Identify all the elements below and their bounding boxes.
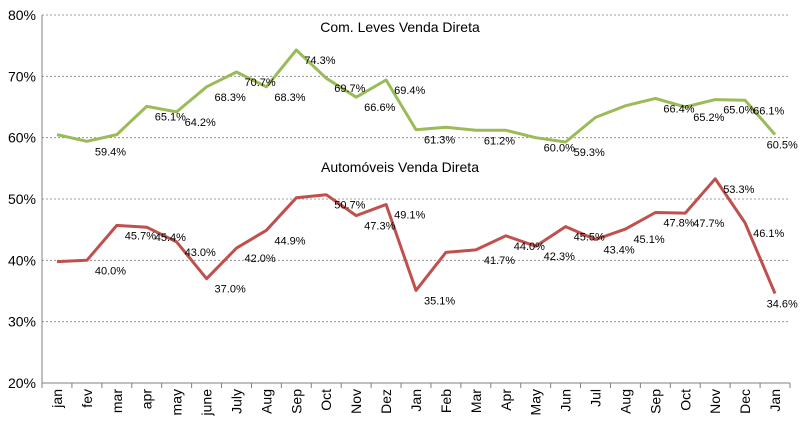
data-label: 44.0% bbox=[514, 241, 545, 253]
data-label: 43.0% bbox=[185, 247, 216, 259]
series-title-com-leves: Com. Leves Venda Direta bbox=[320, 19, 480, 35]
data-label: 65.0% bbox=[723, 105, 754, 117]
gridlines bbox=[42, 14, 790, 323]
data-label: 43.4% bbox=[604, 244, 635, 256]
y-tick-label: 70% bbox=[8, 68, 36, 84]
data-label: 47.7% bbox=[693, 218, 724, 230]
data-label: 70.7% bbox=[244, 77, 275, 89]
data-label: 42.3% bbox=[544, 251, 575, 263]
axes bbox=[41, 15, 791, 388]
series-line-1 bbox=[56, 177, 777, 295]
x-tick-label: may bbox=[169, 389, 185, 415]
y-tick-label: 60% bbox=[8, 130, 36, 146]
x-tick-label: mar bbox=[109, 389, 125, 413]
data-label: 45.5% bbox=[574, 232, 605, 244]
x-tick-label: Nov bbox=[348, 389, 364, 414]
data-label: 68.3% bbox=[215, 92, 246, 104]
data-label: 69.4% bbox=[394, 85, 425, 97]
data-label: 42.0% bbox=[244, 253, 275, 265]
data-label: 60.5% bbox=[767, 140, 798, 152]
x-tick-label: Dec bbox=[737, 389, 753, 414]
data-label: 60.0% bbox=[544, 143, 575, 155]
x-tick-label: Sep bbox=[288, 389, 304, 414]
y-tick-label: 50% bbox=[8, 191, 36, 207]
data-label: 65.1% bbox=[155, 111, 186, 123]
data-label: 61.3% bbox=[424, 135, 455, 147]
x-tick-label: July bbox=[228, 389, 244, 414]
x-tick-label: Jan bbox=[408, 389, 424, 412]
data-label: 74.3% bbox=[304, 55, 335, 67]
data-label: 47.3% bbox=[364, 221, 395, 233]
data-label: 41.7% bbox=[484, 255, 515, 267]
x-tick-label: May bbox=[528, 389, 544, 415]
data-label: 64.2% bbox=[185, 117, 216, 129]
data-label: 68.3% bbox=[274, 92, 305, 104]
x-tick-label: Nov bbox=[707, 389, 723, 414]
x-tick-label: fev bbox=[79, 389, 95, 408]
data-label: 47.8% bbox=[663, 217, 694, 229]
x-tick-label: jan bbox=[49, 389, 65, 409]
data-label: 35.1% bbox=[424, 295, 455, 307]
x-tick-label: Sep bbox=[647, 389, 663, 414]
y-tick-label: 20% bbox=[8, 375, 36, 391]
x-tick-label: Apr bbox=[498, 389, 514, 411]
data-label: 59.3% bbox=[574, 147, 605, 159]
data-label: 34.6% bbox=[767, 298, 798, 310]
x-tick-label: Feb bbox=[438, 389, 454, 413]
series-line-0 bbox=[56, 48, 777, 144]
x-tick-label: Aug bbox=[617, 389, 633, 414]
y-axis-tick-labels: 20% 30% 40% 50% 60% 70% 80% bbox=[8, 7, 36, 391]
x-tick-label: Oct bbox=[318, 389, 334, 411]
data-label: 66.6% bbox=[364, 102, 395, 114]
x-tick-label: Mar bbox=[468, 389, 484, 413]
x-tick-label: Dez bbox=[378, 389, 394, 414]
data-label: 44.9% bbox=[274, 235, 305, 247]
data-label: 65.2% bbox=[693, 112, 724, 124]
data-label: 66.1% bbox=[753, 105, 784, 117]
data-label: 45.1% bbox=[633, 234, 664, 246]
x-tick-label: Oct bbox=[677, 389, 693, 411]
data-label: 69.7% bbox=[334, 83, 365, 95]
series-lines bbox=[56, 48, 777, 295]
y-tick-label: 30% bbox=[8, 314, 36, 330]
data-label: 66.4% bbox=[663, 103, 694, 115]
data-label: 45.4% bbox=[155, 232, 186, 244]
data-label: 53.3% bbox=[723, 184, 754, 196]
x-tick-label: apr bbox=[139, 389, 155, 410]
data-labels: 59.4% 65.1%64.2% 68.3% 70.7% 68.3% 74.3% 69.7%… bbox=[95, 55, 798, 310]
data-label: 59.4% bbox=[95, 146, 126, 158]
data-label: 40.0% bbox=[95, 265, 126, 277]
x-axis-tick-labels: jan fev mar apr may june July Aug Sep Oct Nov Dez Ja… bbox=[49, 389, 783, 417]
x-tick-label: Jul bbox=[588, 389, 604, 407]
data-label: 45.7% bbox=[125, 230, 156, 242]
x-tick-label: june bbox=[199, 389, 215, 417]
x-tick-label: Aug bbox=[258, 389, 274, 414]
data-label: 46.1% bbox=[753, 228, 784, 240]
y-tick-label: 40% bbox=[8, 252, 36, 268]
x-tick-label: Jun bbox=[558, 389, 574, 412]
data-label: 49.1% bbox=[394, 210, 425, 222]
x-tick-label: Jan bbox=[767, 389, 783, 412]
series-title-automoveis: Automóveis Venda Direta bbox=[321, 159, 479, 175]
y-tick-label: 80% bbox=[8, 7, 36, 23]
data-label: 61.2% bbox=[484, 135, 515, 147]
data-label: 37.0% bbox=[215, 284, 246, 296]
data-label: 50.7% bbox=[334, 200, 365, 212]
